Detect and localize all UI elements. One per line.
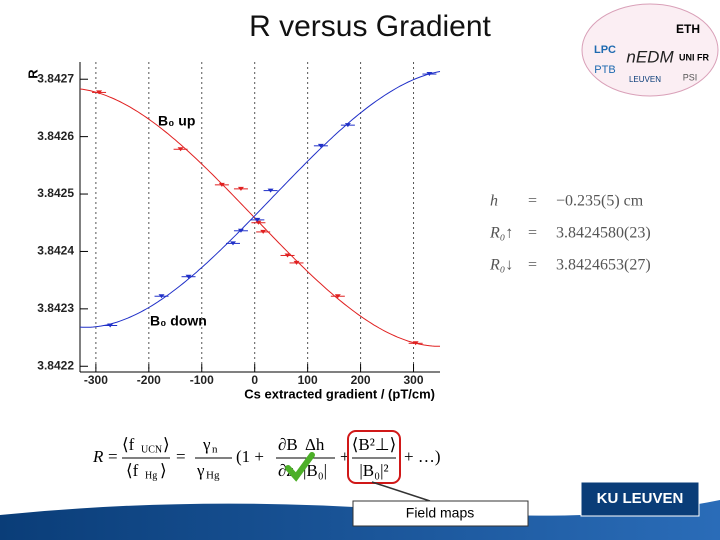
data-point <box>412 341 419 346</box>
data-point <box>158 294 165 299</box>
formula-text: n <box>212 444 218 456</box>
result-equals: = <box>528 225 537 242</box>
logo-text: PTB <box>594 64 615 76</box>
x-tick-label: 200 <box>351 373 371 387</box>
y-axis-label: R <box>25 69 40 79</box>
data-point <box>426 72 433 77</box>
formula-text: ⟨f <box>122 435 135 454</box>
result-symbol: h <box>490 193 498 210</box>
x-tick-label: -300 <box>84 373 108 387</box>
formula-text: ⟨f <box>126 461 139 480</box>
formula-text: Hg <box>145 470 157 481</box>
formula-text: ∂B <box>278 435 298 454</box>
data-point <box>344 123 351 128</box>
x-tick-label: 300 <box>404 373 424 387</box>
data-point <box>218 182 225 187</box>
y-tick-label: 3.8423 <box>37 301 74 315</box>
footer-logo: KU LEUVEN <box>597 490 684 507</box>
formula-text: = <box>176 447 186 466</box>
x-tick-label: -200 <box>137 373 161 387</box>
formula-text: UCN <box>141 444 162 455</box>
chart: -300 -200 -100 0 100 200 300 3.8422 3.8423 3.8424… <box>25 62 441 401</box>
result-equals: = <box>528 257 537 274</box>
logo-text: LPC <box>594 44 616 56</box>
data-point <box>237 228 244 233</box>
data-point <box>230 241 236 246</box>
formula-text: γ <box>196 461 205 480</box>
logo-text: PSI <box>683 72 698 82</box>
data-point <box>185 274 192 279</box>
result-value: 3.8424580(23) <box>556 225 651 242</box>
series-label: B₀ up <box>158 113 195 129</box>
data-point <box>254 217 261 222</box>
formula-text: |B₀|² <box>359 461 388 480</box>
formula-text: γ <box>202 435 211 454</box>
data-point <box>255 220 262 225</box>
callout-box <box>352 500 529 527</box>
formula: R = ⟨f UCN ⟩ ⟨f Hg ⟩ = γ n γ Hg (1 + ∂B … <box>92 430 441 484</box>
data-point <box>237 186 244 191</box>
data-point <box>284 253 291 258</box>
callout-arrow <box>371 481 431 502</box>
fit-curve <box>79 71 441 328</box>
logo-cluster: ETH PTB LPC nEDM UNI FR LEUVEN PSI <box>581 3 719 97</box>
fit-curve <box>79 88 440 347</box>
logo-text: LEUVEN <box>629 75 661 84</box>
data-point <box>334 294 341 299</box>
logo-text: ETH <box>676 22 700 36</box>
formula-text: ⟨B²⊥⟩ <box>352 435 397 454</box>
formula-text: Hg <box>206 470 220 482</box>
formula-text: + <box>340 447 350 466</box>
checkmark <box>285 452 315 482</box>
y-tick-label: 3.8426 <box>37 129 74 143</box>
x-axis-label: Cs extracted gradient / (pT/cm) <box>244 386 435 401</box>
result-equals: = <box>528 193 537 210</box>
result-value: 3.8424653(27) <box>556 257 651 274</box>
x-tick-label: -100 <box>190 373 214 387</box>
formula-text: |B₀| <box>303 461 327 480</box>
results: h = −0.235(5) cm R₀↑ = 3.8424580(23) R₀↓ = 3.842… <box>489 193 651 274</box>
series-label: B₀ down <box>150 313 207 329</box>
data-point <box>260 229 267 234</box>
footer-logo-box <box>580 481 700 517</box>
result-symbol: R₀↓ <box>489 257 513 274</box>
formula-text: (1 + <box>236 447 264 466</box>
x-tick-label: 0 <box>251 373 258 387</box>
slide-title: R versus Gradient <box>249 10 491 43</box>
result-symbol: R₀↑ <box>489 225 513 242</box>
logo-text: UNI FR <box>679 52 709 62</box>
data-point <box>267 188 274 193</box>
y-tick-label: 3.8427 <box>37 71 74 85</box>
data-point <box>293 260 300 265</box>
formula-text: R <box>92 447 104 466</box>
y-tick-label: 3.8422 <box>37 358 74 372</box>
data-point <box>96 90 103 95</box>
y-tick-label: 3.8424 <box>37 244 74 258</box>
data-point <box>177 147 184 152</box>
y-tick-label: 3.8425 <box>37 186 74 200</box>
formula-text: ⟩ <box>160 461 167 480</box>
plot-area <box>80 62 440 372</box>
formula-text: = <box>108 447 118 466</box>
formula-text: ⟩ <box>163 435 170 454</box>
data-point <box>107 323 114 328</box>
x-tick-label: 100 <box>298 373 318 387</box>
formula-text: Δh <box>305 435 325 454</box>
data-point <box>317 143 324 148</box>
formula-text: + …) <box>404 447 441 466</box>
result-value: −0.235(5) cm <box>556 193 644 210</box>
logo-text: nEDM <box>626 47 674 66</box>
callout-text: Field maps <box>406 505 474 521</box>
